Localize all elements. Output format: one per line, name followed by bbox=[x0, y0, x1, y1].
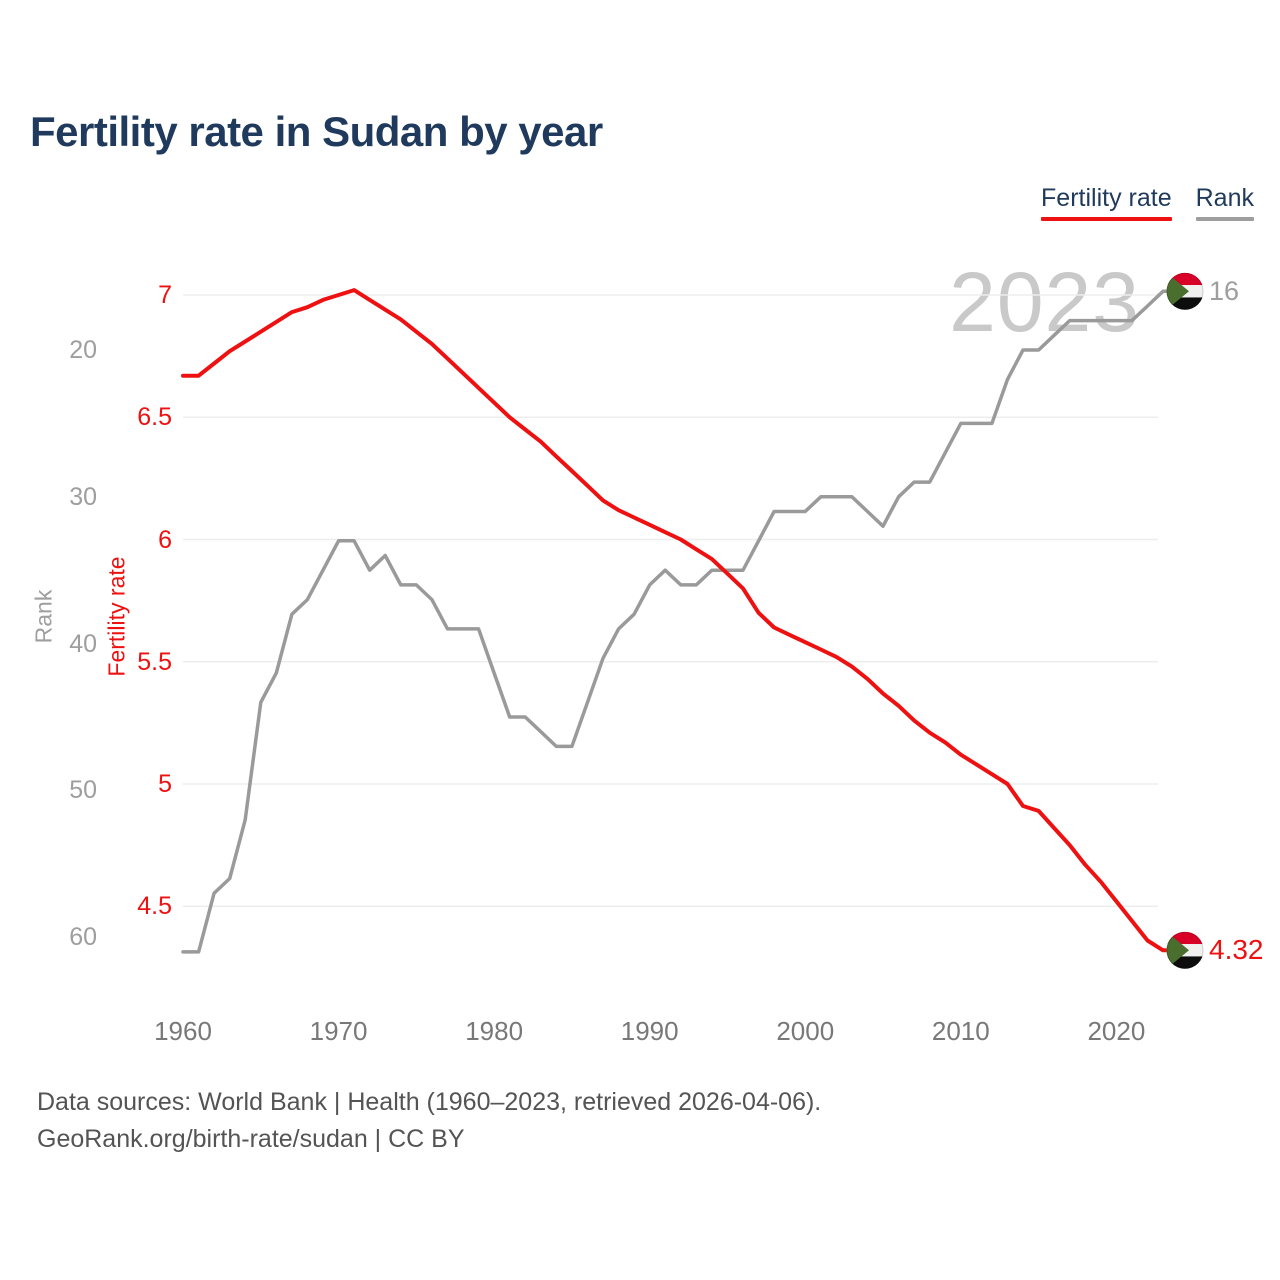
footer: Data sources: World Bank | Health (1960–… bbox=[37, 1084, 821, 1158]
legend-fertility-label: Fertility rate bbox=[1041, 184, 1172, 212]
flag-border bbox=[1166, 931, 1204, 969]
gridlines bbox=[183, 294, 1158, 907]
rank-line bbox=[181, 289, 1168, 954]
legend: Fertility rate Rank bbox=[1041, 184, 1254, 221]
fertility-end-value: 4.32 bbox=[1209, 934, 1264, 965]
sudan-flag-icon bbox=[1166, 931, 1204, 969]
fertility-rate-line bbox=[181, 288, 1168, 953]
legend-rank-label: Rank bbox=[1195, 184, 1254, 212]
legend-rank-underline bbox=[1195, 217, 1254, 221]
sudan-flag-icon bbox=[1166, 272, 1204, 310]
rank-axis-title: Rank bbox=[30, 589, 57, 644]
footer-source-line: Data sources: World Bank | Health (1960–… bbox=[37, 1088, 822, 1116]
watermark-year: 2023 bbox=[949, 255, 1140, 349]
legend-item-fertility[interactable]: Fertility rate bbox=[1041, 184, 1172, 221]
footer-license-line: GeoRank.org/birth-rate/sudan | CC BY bbox=[37, 1125, 465, 1153]
flag-border bbox=[1166, 272, 1204, 310]
rank-end-value: 16 bbox=[1209, 276, 1240, 306]
legend-item-rank[interactable]: Rank bbox=[1195, 184, 1254, 221]
fertility-axis-title: Fertility rate bbox=[103, 556, 130, 677]
legend-fertility-underline bbox=[1041, 217, 1172, 221]
page-title: Fertility rate in Sudan by year bbox=[30, 108, 603, 155]
